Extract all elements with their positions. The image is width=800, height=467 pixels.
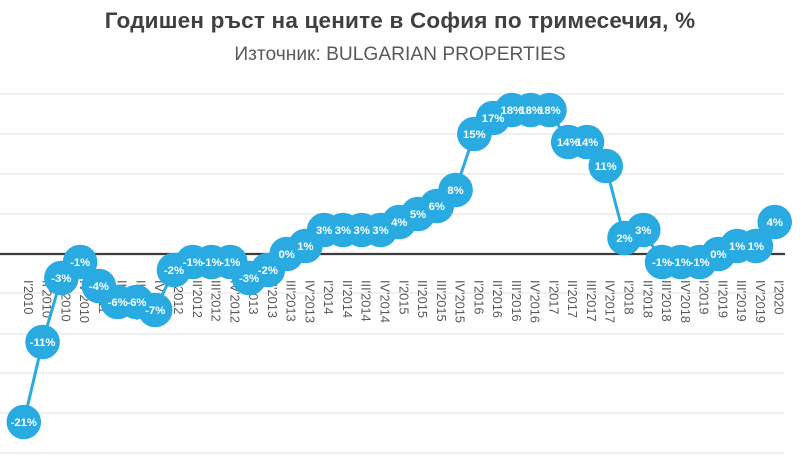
svg-text:-1%: -1% [220, 257, 240, 269]
svg-text:I'2014: I'2014 [321, 280, 336, 314]
svg-text:III'2015: III'2015 [434, 280, 449, 322]
svg-text:-1%: -1% [70, 257, 90, 269]
svg-text:4%: 4% [767, 217, 783, 229]
svg-text:1%: 1% [748, 241, 764, 253]
svg-text:-1%: -1% [671, 257, 691, 269]
svg-text:3%: 3% [335, 225, 351, 237]
svg-text:III'2014: III'2014 [359, 280, 374, 322]
svg-text:I'2016: I'2016 [471, 280, 486, 314]
svg-text:18%: 18% [538, 105, 561, 117]
svg-text:IV'2013: IV'2013 [302, 280, 317, 323]
svg-text:8%: 8% [447, 185, 463, 197]
svg-text:3%: 3% [372, 225, 388, 237]
svg-text:I'2019: I'2019 [697, 280, 712, 314]
svg-text:III'2019: III'2019 [734, 280, 749, 322]
svg-text:III'2016: III'2016 [509, 280, 524, 322]
svg-text:I'2010: I'2010 [21, 280, 36, 314]
svg-text:2%: 2% [616, 233, 632, 245]
svg-text:15%: 15% [463, 129, 486, 141]
svg-text:4%: 4% [391, 217, 407, 229]
svg-text:-7%: -7% [145, 305, 165, 317]
svg-text:IV'2019: IV'2019 [753, 280, 768, 323]
svg-text:IV'2016: IV'2016 [528, 280, 543, 323]
svg-text:-21%: -21% [11, 417, 37, 429]
svg-text:3%: 3% [354, 225, 370, 237]
svg-text:-2%: -2% [258, 265, 278, 277]
svg-text:-1%: -1% [183, 257, 203, 269]
svg-text:-6%: -6% [108, 297, 128, 309]
svg-text:II'2016: II'2016 [490, 280, 505, 318]
svg-text:III'2017: III'2017 [584, 280, 599, 322]
svg-text:0%: 0% [710, 249, 726, 261]
svg-text:III'2018: III'2018 [659, 280, 674, 322]
svg-text:IV'2014: IV'2014 [377, 280, 392, 323]
svg-text:-6%: -6% [126, 297, 146, 309]
svg-text:-1%: -1% [690, 257, 710, 269]
svg-text:II'2019: II'2019 [715, 280, 730, 318]
svg-text:III'2013: III'2013 [284, 280, 299, 322]
svg-text:-2%: -2% [164, 265, 184, 277]
svg-text:-1%: -1% [652, 257, 672, 269]
svg-text:3%: 3% [316, 225, 332, 237]
svg-text:6%: 6% [429, 201, 445, 213]
svg-text:I'2018: I'2018 [622, 280, 637, 314]
svg-text:II'2012: II'2012 [190, 280, 205, 318]
svg-text:-3%: -3% [239, 273, 259, 285]
svg-text:1%: 1% [297, 241, 313, 253]
svg-text:IV'2015: IV'2015 [453, 280, 468, 323]
svg-text:IV'2018: IV'2018 [678, 280, 693, 323]
svg-text:-3%: -3% [51, 273, 71, 285]
svg-text:II'2017: II'2017 [565, 280, 580, 318]
svg-text:I'2017: I'2017 [546, 280, 561, 314]
svg-text:14%: 14% [576, 137, 599, 149]
svg-text:1%: 1% [729, 241, 745, 253]
svg-text:-1%: -1% [201, 257, 221, 269]
svg-text:-11%: -11% [30, 337, 56, 349]
svg-text:5%: 5% [410, 209, 426, 221]
svg-text:I'2020: I'2020 [772, 280, 787, 314]
svg-text:0%: 0% [278, 249, 294, 261]
svg-text:I'2015: I'2015 [396, 280, 411, 314]
svg-text:11%: 11% [595, 161, 617, 173]
svg-text:-4%: -4% [89, 281, 109, 293]
svg-text:II'2018: II'2018 [640, 280, 655, 318]
svg-text:II'2014: II'2014 [340, 280, 355, 318]
svg-text:II'2015: II'2015 [415, 280, 430, 318]
svg-text:III'2012: III'2012 [209, 280, 224, 322]
svg-text:3%: 3% [635, 225, 651, 237]
svg-text:IV'2017: IV'2017 [603, 280, 618, 323]
